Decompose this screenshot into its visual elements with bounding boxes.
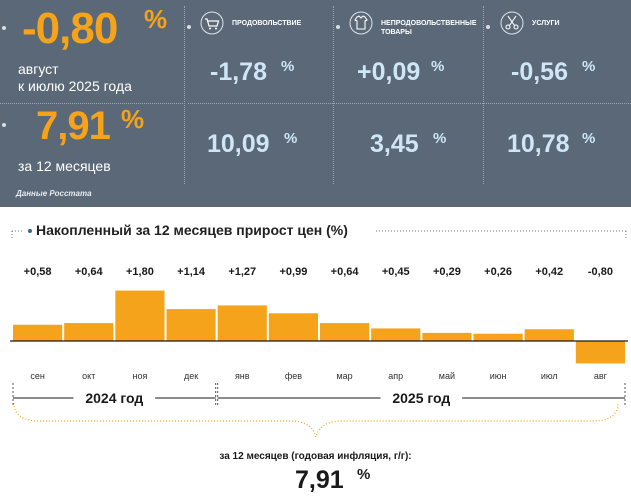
value-label-окт: +0,64: [75, 266, 104, 278]
bar-фев: [268, 313, 318, 341]
source-note: Данные Росстата: [16, 189, 92, 198]
bar-chart: +0,58 +0,64 +1,80 +1,14 +1,27 +0,99 +0,64 +0,45…: [10, 229, 628, 438]
year-inflation-value: 7,91: [36, 104, 111, 148]
category-label-апр: апр: [388, 371, 403, 381]
bar-ноя: [115, 290, 165, 341]
annual-inflation-label: за 12 месяцев (годовая инфляция, г/г):: [219, 451, 412, 462]
category-food-title: ПРОДОВОЛЬСТВИЕ: [232, 20, 302, 27]
services-year-unit: %: [582, 130, 596, 147]
bullet-dot: [187, 25, 191, 29]
clothing-icon: [349, 11, 373, 35]
bullet-dot: [2, 26, 6, 30]
category-label-сен: сен: [30, 371, 45, 381]
category-label-фев: фев: [285, 371, 302, 381]
category-label-июн: июн: [490, 371, 507, 381]
services-year-value: 10,78: [507, 130, 570, 158]
food-year-unit: %: [284, 130, 298, 147]
food-year-value: 10,09: [207, 130, 270, 158]
bar-окт: [64, 323, 114, 341]
year-label-1: 2025 год: [392, 390, 450, 406]
bullet-dot: [2, 123, 6, 127]
category-label-май: май: [439, 371, 455, 381]
month-inflation-value: -0,80: [22, 4, 118, 53]
category-label-ноя: ноя: [132, 371, 147, 381]
value-label-мар: +0,64: [331, 266, 360, 278]
nonfood-month-value: +0,09: [357, 58, 421, 86]
divider: [184, 6, 185, 184]
category-nonfood-title: НЕПРОДОВОЛЬСТВЕННЫЕ ТОВАРЫ: [381, 20, 477, 36]
bar-апр: [371, 328, 421, 341]
value-label-ноя: +1,80: [126, 266, 154, 278]
divider: [188, 103, 631, 104]
divider: [0, 103, 183, 104]
bar-авг: [575, 341, 625, 364]
bar-мар: [320, 323, 370, 341]
category-services-title: УСЛУГИ: [532, 20, 560, 27]
value-label-авг: -0,80: [588, 266, 613, 278]
category-label-июл: июл: [541, 371, 558, 381]
category-label-окт: окт: [82, 371, 95, 381]
bullet-dot: [336, 25, 340, 29]
divider: [333, 6, 334, 184]
month-label-line2: к июлю 2025 года: [18, 78, 132, 94]
chart-title: Накопленный за 12 месяцев прирост цен (%…: [36, 222, 348, 238]
year-inflation-unit: %: [121, 104, 145, 134]
food-month-value: -1,78: [210, 58, 267, 86]
value-label-дек: +1,14: [177, 266, 206, 278]
nonfood-year-value: 3,45: [370, 130, 419, 158]
value-label-сен: +0,58: [24, 266, 52, 278]
value-label-июн: +0,26: [484, 266, 512, 278]
category-label-янв: янв: [235, 371, 250, 381]
divider: [483, 6, 484, 184]
bar-май: [422, 332, 472, 341]
value-label-апр: +0,45: [382, 266, 410, 278]
year-brace: [13, 402, 619, 438]
bar-янв: [217, 305, 267, 341]
category-label-мар: мар: [336, 371, 352, 381]
category-label-дек: дек: [184, 371, 198, 381]
summary-panel: -0,80 % август к июлю 2025 года 7,91 % з…: [0, 0, 631, 207]
scissors-icon: [500, 11, 524, 35]
year-label-0: 2024 год: [85, 390, 143, 406]
value-label-фев: +0,99: [279, 266, 307, 278]
value-label-июл: +0,42: [535, 266, 563, 278]
month-label-line1: август: [18, 61, 59, 77]
services-month-value: -0,56: [511, 58, 568, 86]
annual-inflation-unit: %: [357, 466, 371, 483]
bar-сен: [13, 324, 63, 341]
food-month-unit: %: [281, 58, 295, 75]
month-inflation-unit: %: [144, 4, 168, 34]
annual-inflation-value: 7,91: [295, 466, 344, 494]
bullet-dot: [486, 25, 490, 29]
nonfood-year-unit: %: [433, 130, 447, 147]
shopping-cart-icon: [200, 11, 224, 35]
year-label: за 12 месяцев: [18, 158, 111, 174]
services-month-unit: %: [582, 58, 596, 75]
bar-июл: [524, 329, 574, 341]
category-label-авг: авг: [594, 371, 608, 381]
value-label-май: +0,29: [433, 266, 461, 278]
bar-июн: [473, 333, 523, 341]
nonfood-month-unit: %: [431, 58, 445, 75]
bar-дек: [166, 309, 216, 341]
value-label-янв: +1,27: [228, 266, 256, 278]
